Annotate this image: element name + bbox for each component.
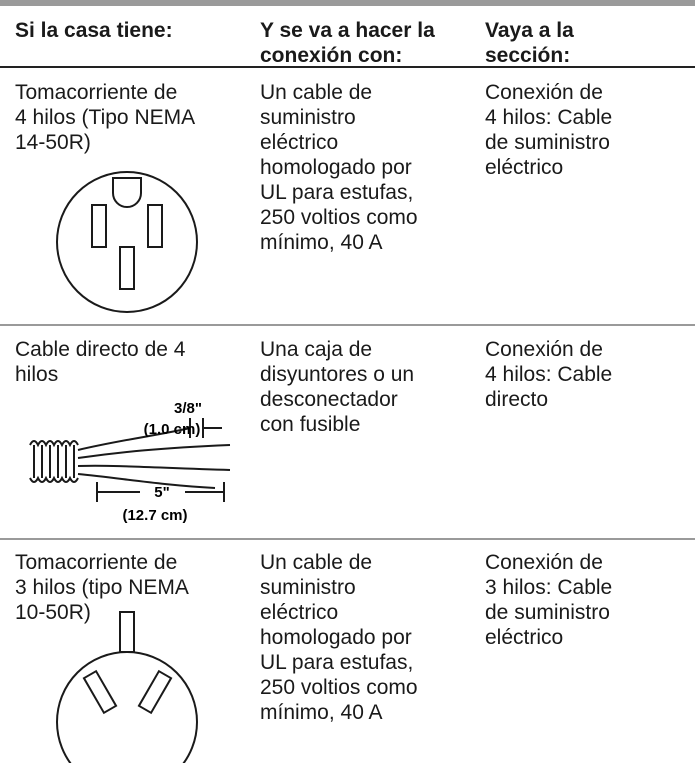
outlet-4-wire <box>56 171 198 313</box>
row-rule <box>0 324 695 326</box>
figure-label: 3/8" <box>174 400 202 417</box>
figure-label: (1.0 cm) <box>144 421 201 438</box>
cell: Cable directo de 4 hilos <box>15 338 186 386</box>
cell: Un cable de suministro eléctrico homolog… <box>260 551 418 724</box>
outlet-3-wire <box>56 611 198 763</box>
cell: Tomacorriente de 3 hilos (tipo NEMA 10-5… <box>15 551 189 624</box>
header-cell: Si la casa tiene: <box>15 19 173 42</box>
figure-label: 5" <box>154 484 169 501</box>
top-rule <box>0 0 695 6</box>
header-rule <box>0 66 695 68</box>
figure-label: (12.7 cm) <box>122 507 187 524</box>
direct-cable: 3/8" (1.0 cm) 5" (12.7 cm) <box>29 400 231 524</box>
cell: Tomacorriente de 4 hilos (Tipo NEMA 14-5… <box>15 81 196 154</box>
row-rule <box>0 538 695 540</box>
header-cell: Vaya a la sección: <box>485 19 574 67</box>
header-cell: Y se va a hacer la conexión con: <box>260 19 435 67</box>
cell: Conexión de 4 hilos: Cable directo <box>485 338 613 411</box>
cell: Conexión de 4 hilos: Cable de suministro… <box>485 81 613 179</box>
cell: Un cable de suministro eléctrico homolog… <box>260 81 418 254</box>
cell: Conexión de 3 hilos: Cable de suministro… <box>485 551 613 649</box>
cell: Una caja de disyuntores o un desconectad… <box>260 338 415 436</box>
